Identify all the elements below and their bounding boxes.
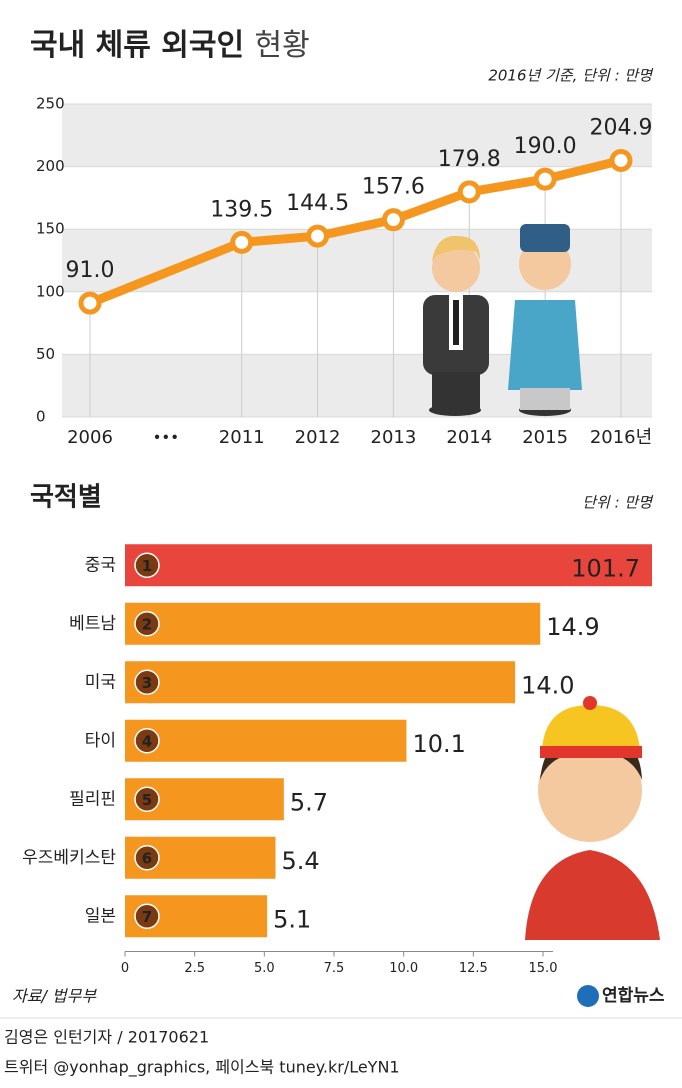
value-label: 14.9 [546,613,599,641]
rank-label: 1 [142,557,152,575]
subtitle: 2016년 기준, 단위 : 만명 [488,67,654,85]
logo-icon [577,985,599,1007]
rank-badge [134,669,160,695]
value-label: 139.5 [210,197,273,222]
illustration-woman [525,696,660,940]
rank-badge [134,728,160,754]
x-tick-label: 10.0 [389,961,418,976]
credit: 김영은 인턴기자 / 20170621 [4,1028,209,1047]
y-tick-label: 150 [36,220,65,238]
title: 국내 체류 외국인 현황 [30,28,310,63]
x-tick-label: 2006 [67,427,113,448]
rank-label: 2 [142,615,152,633]
x-gap-label: ••• [153,429,180,447]
value-label: 5.1 [273,905,311,933]
category-label: 일본 [85,906,116,926]
marker [533,167,557,191]
x-tick-label: 15.0 [529,961,558,976]
source: 자료/ 법무부 [12,987,97,1006]
bar [125,544,652,587]
marker [230,230,254,254]
y-tick-label: 50 [36,345,55,363]
marker [609,148,633,172]
y-tick-label: 0 [36,408,46,426]
x-tick-label: 12.5 [459,961,488,976]
rank-label: 3 [142,674,152,692]
rank-badge [134,903,160,929]
x-tick-label: 2012 [295,427,341,448]
title-light: 현황 [255,28,310,63]
value-label: 179.8 [438,147,501,172]
value-label: 157.6 [362,175,425,200]
sns: 트위터 @yonhap_graphics, 페이스북 tuney.kr/LeYN… [4,1058,400,1078]
y-tick-label: 200 [36,157,65,175]
bar-chart: 중국 1 101.7 베트남 2 14.9 미국 3 14.0 타이 4 10.1 필리핀 5 5.7 우즈베… [22,544,652,976]
marker [457,180,481,204]
value-label: 190.0 [514,134,577,159]
rank-badge [134,611,160,637]
value-label: 204.9 [590,115,653,140]
bars [125,544,652,938]
marker [78,291,102,315]
bar-subtitle: 단위 : 만명 [582,494,654,512]
marker [306,224,330,248]
bar [125,719,407,762]
rank-badge [134,552,160,578]
rank-label: 6 [142,849,152,867]
rank-label: 4 [142,732,152,750]
bar [125,661,516,704]
x-tick-label: 5.0 [254,961,275,976]
category-label: 중국 [85,555,116,575]
value-label: 91.0 [66,258,115,283]
value-label: 101.7 [571,554,640,582]
x-tick-label: 0 [121,961,129,976]
category-label: 필리핀 [69,789,116,809]
x-tick-label: 2014 [446,427,492,448]
title-main: 국내 체류 외국인 [30,28,244,63]
value-label: 5.4 [281,847,319,875]
rank-badge [134,845,160,871]
x-tick-label: 2013 [371,427,417,448]
bar-title: 국적별 [30,483,102,513]
illustration-men [423,224,582,416]
value-label: 5.7 [290,788,328,816]
value-label: 10.1 [412,730,465,758]
x-tick-label: 2015 [522,427,568,448]
x-tick-label: 2.5 [184,961,205,976]
y-tick-label: 250 [36,95,65,113]
bar [125,602,541,645]
category-label: 타이 [85,731,116,751]
category-label: 우즈베키스탄 [22,848,116,868]
x-tick-label: 7.5 [324,961,345,976]
rank-badge [134,786,160,812]
x-tick-label: 2016년 [590,427,652,448]
category-label: 미국 [85,672,116,692]
logo: 연합뉴스 [602,985,665,1006]
x-tick-label: 2011 [219,427,265,448]
grid-band [62,104,652,167]
rank-label: 5 [142,791,152,809]
value-label: 144.5 [286,191,349,216]
rank-label: 7 [142,908,152,926]
category-label: 베트남 [69,614,116,634]
marker [381,208,405,232]
value-label: 14.0 [521,671,574,699]
y-tick-label: 100 [36,282,65,300]
